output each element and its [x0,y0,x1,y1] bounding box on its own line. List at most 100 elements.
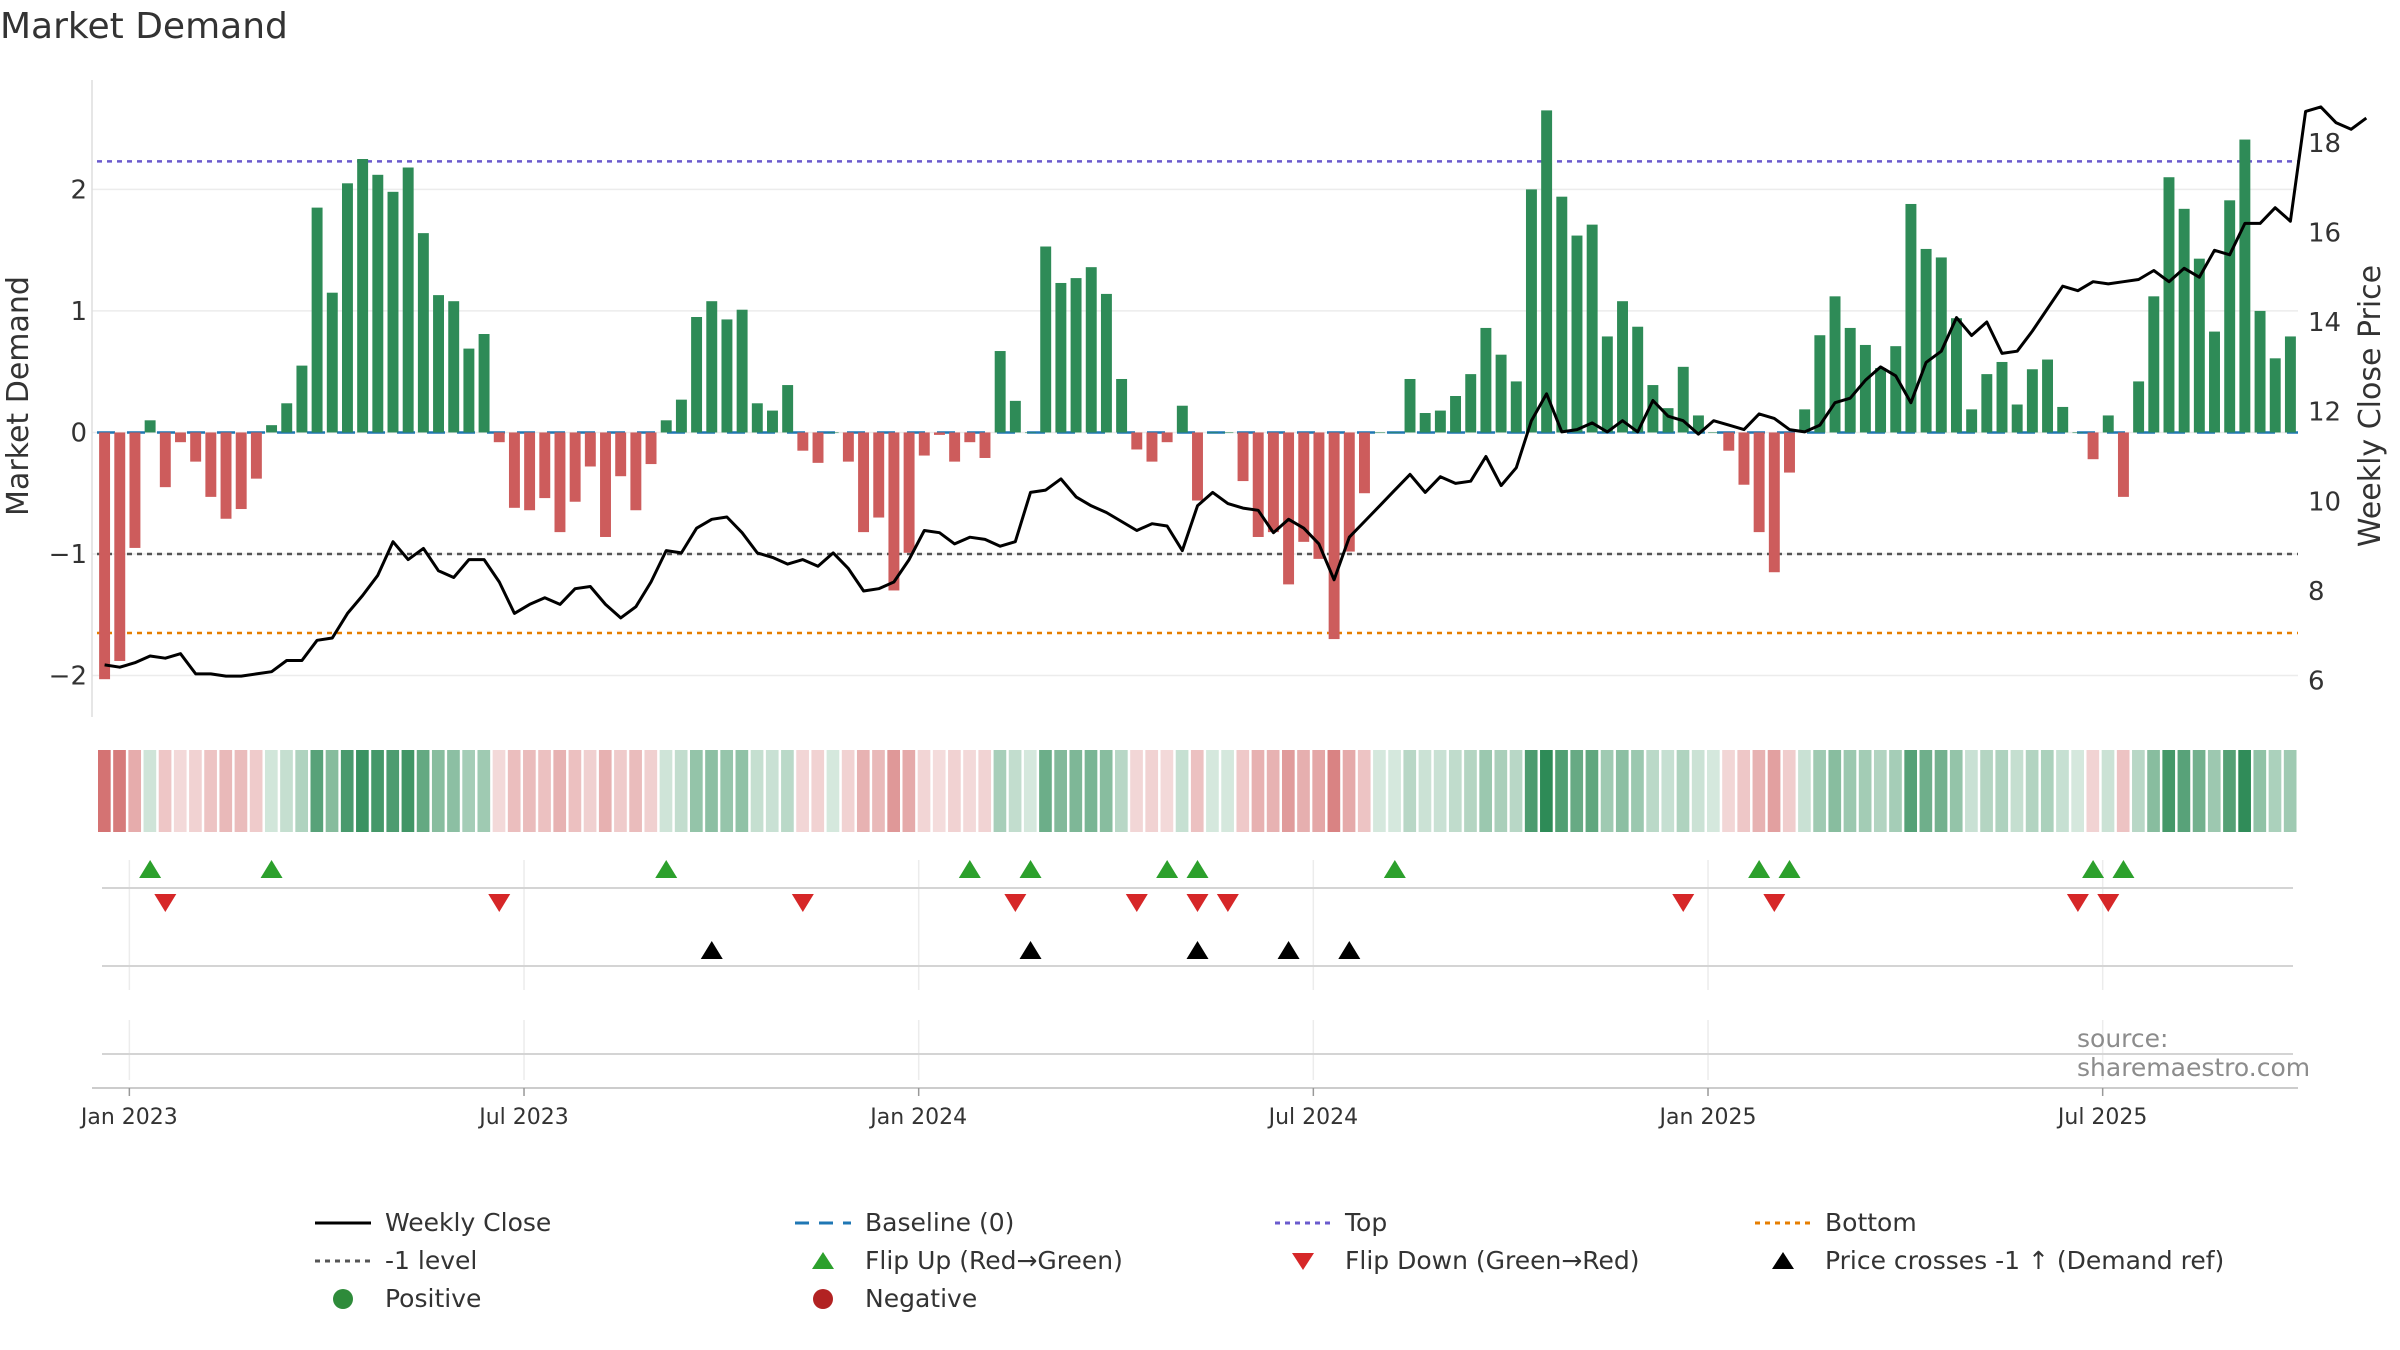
heat-cell [204,750,217,832]
demand-bar [1176,405,1188,433]
heat-cell [1524,750,1538,832]
demand-bar [1708,432,1720,434]
demand-bar [1920,248,1932,433]
heat-cell [720,750,734,832]
legend-item: Negative [793,1284,977,1313]
heat-cell [219,750,233,832]
demand-bar [2178,208,2190,433]
heat-cell [128,750,142,832]
demand-bar [2209,331,2220,433]
legend-symbol [1755,1221,1811,1224]
heat-cell [1069,750,1083,832]
x-tick-label: Jul 2025 [2056,1105,2148,1130]
legend-symbol [1292,1252,1314,1270]
y-tick-label-right: 8 [2308,577,2325,607]
axis-labels: Market Demand Weekly Close Price [1,265,2388,547]
heat-cell [705,750,718,832]
demand-bar [402,167,414,433]
heat-cell [1615,750,1629,832]
heat-cell [1494,750,1508,832]
demand-bar [569,432,581,502]
y-tick-label-right: 12 [2308,398,2341,428]
event-markers [102,860,2293,1055]
demand-bar [1404,378,1416,433]
heat-cell [492,750,506,832]
demand-bar [736,309,748,433]
heat-cell [2238,750,2251,832]
flip-up-marker [1778,860,1801,878]
legend-symbol [795,1221,851,1224]
source-note: source: sharemaestro.com [2077,1024,2311,1082]
heat-cell [1555,750,1568,832]
demand-bar [99,432,111,680]
heat-cell [1388,750,1401,832]
heat-cell [1934,750,1948,832]
demand-bar [2133,381,2145,433]
legend-label: Negative [865,1284,978,1313]
heat-cell [917,750,931,832]
flip-up-marker [958,860,981,878]
heat-cell [1145,750,1159,832]
heat-cell [644,750,658,832]
flip-up-marker [1186,860,1209,878]
heat-cell [295,750,309,832]
demand-bar [1085,267,1097,433]
heat-cell [2132,750,2145,832]
legend-item: Top [1273,1208,1387,1237]
heat-cell [1236,750,1250,832]
legend-label: Baseline (0) [865,1208,1015,1237]
heat-cell [629,750,642,832]
demand-bar [372,174,384,433]
heat-cell [1585,750,1599,832]
y-tick-label-left: −2 [49,662,87,692]
heat-cell [325,750,339,832]
legend-item: Flip Down (Green→Red) [1273,1246,1640,1275]
flip-down-marker [154,894,177,912]
heat-cell [1008,750,1022,832]
demand-bar [326,292,338,433]
demand-bar [1556,196,1568,433]
heat-cell [1722,750,1735,832]
demand-bar [1116,378,1128,433]
demand-bar [2042,359,2054,433]
heat-cell [1023,750,1037,832]
demand-bar [2057,406,2069,433]
demand-bar [1571,235,1583,433]
heat-cell [689,750,703,832]
flip-down-marker [1186,894,1209,912]
demand-bar [1100,293,1112,433]
heat-cell [1312,750,1326,832]
heat-cell [1190,750,1204,832]
heat-cell [614,750,627,832]
heat-cell [386,750,400,832]
heat-cell [1206,750,1219,832]
price-cross-marker [1186,941,1209,959]
heat-cell [310,750,324,832]
demand-bar [1359,432,1370,494]
demand-bar [2269,358,2281,433]
legend-tri-down [1292,1252,1314,1270]
heat-cell [1433,750,1447,832]
demand-bar [554,432,566,533]
y-tick-label-left: −1 [49,540,87,570]
demand-bar [1541,110,1553,433]
legend-item: Flip Up (Red→Green) [793,1246,1123,1275]
heat-cell [2010,750,2024,832]
demand-bar [751,403,763,433]
legend-item: Positive [313,1284,481,1313]
demand-bar [1966,409,1978,433]
demand-bar [205,432,217,497]
demand-bar [417,233,429,433]
heat-cell [98,750,111,832]
heat-cell [1828,750,1842,832]
heat-cell [173,750,187,832]
demand-bar [357,159,369,433]
demand-bar [1723,432,1735,451]
demand-bar [964,432,976,443]
heat-cell [1843,750,1857,832]
demand-bar [1951,318,1962,433]
heat-cell [2283,750,2297,832]
heat-cell [1767,750,1781,832]
demand-bar [660,420,672,433]
demand-bar [1768,432,1780,573]
